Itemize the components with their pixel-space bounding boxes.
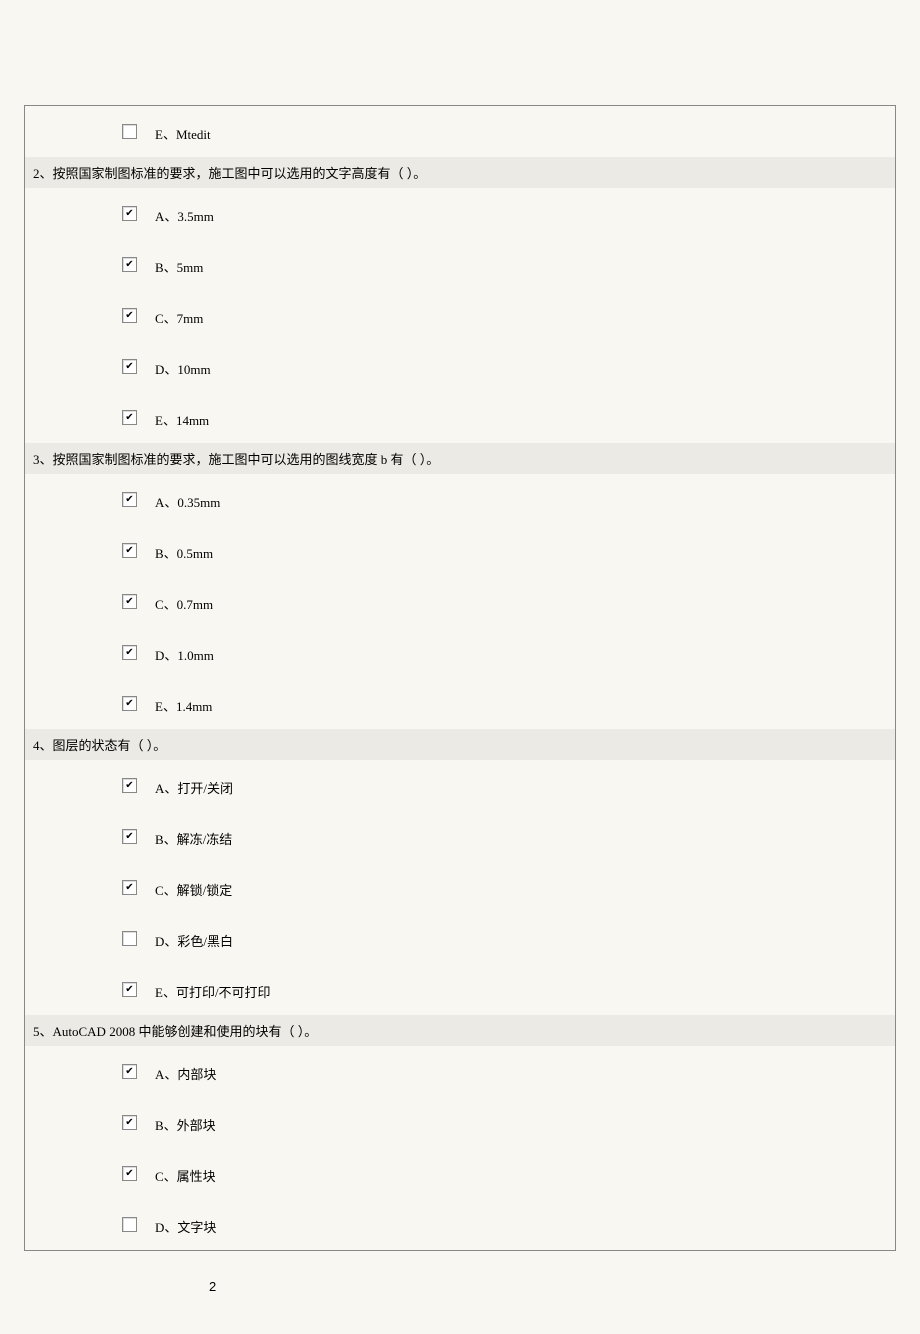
option-row: E、Mtedit: [25, 106, 895, 157]
option-row: E、14mm: [25, 392, 895, 443]
option-row: C、7mm: [25, 290, 895, 341]
option-row: C、0.7mm: [25, 576, 895, 627]
option-row: A、3.5mm: [25, 188, 895, 239]
option-row: C、属性块: [25, 1148, 895, 1199]
option-label: A、3.5mm: [155, 202, 214, 225]
checkbox[interactable]: [122, 594, 137, 609]
page-container: E、Mtedit 2、按照国家制图标准的要求，施工图中可以选用的文字高度有（ ）…: [0, 0, 920, 1334]
checkbox[interactable]: [122, 696, 137, 711]
option-label: E、可打印/不可打印: [155, 978, 271, 1001]
option-label: A、内部块: [155, 1060, 216, 1083]
option-row: C、解锁/锁定: [25, 862, 895, 913]
option-label: E、Mtedit: [155, 120, 211, 143]
question-text: 5、AutoCAD 2008 中能够创建和使用的块有（ ）。: [25, 1015, 895, 1046]
option-row: D、1.0mm: [25, 627, 895, 678]
question-text: 4、图层的状态有（ ）。: [25, 729, 895, 760]
option-label: E、1.4mm: [155, 692, 212, 715]
option-row: D、10mm: [25, 341, 895, 392]
checkbox[interactable]: [122, 645, 137, 660]
checkbox[interactable]: [122, 359, 137, 374]
checkbox[interactable]: [122, 1115, 137, 1130]
question-text: 3、按照国家制图标准的要求，施工图中可以选用的图线宽度 b 有（ ）。: [25, 443, 895, 474]
option-label: A、0.35mm: [155, 488, 220, 511]
option-row: B、0.5mm: [25, 525, 895, 576]
checkbox[interactable]: [122, 492, 137, 507]
option-label: D、彩色/黑白: [155, 927, 233, 950]
checkbox[interactable]: [122, 1166, 137, 1181]
option-label: C、属性块: [155, 1162, 216, 1185]
checkbox[interactable]: [122, 543, 137, 558]
checkbox[interactable]: [122, 880, 137, 895]
option-label: C、7mm: [155, 304, 203, 327]
option-label: D、文字块: [155, 1213, 216, 1236]
option-label: C、0.7mm: [155, 590, 213, 613]
option-label: A、打开/关闭: [155, 774, 233, 797]
option-row: D、文字块: [25, 1199, 895, 1250]
option-label: D、1.0mm: [155, 641, 214, 664]
checkbox[interactable]: [122, 931, 137, 946]
option-label: B、5mm: [155, 253, 203, 276]
checkbox[interactable]: [122, 829, 137, 844]
checkbox[interactable]: [122, 982, 137, 997]
checkbox-cell: [25, 124, 155, 139]
option-row: B、5mm: [25, 239, 895, 290]
option-row: E、可打印/不可打印: [25, 964, 895, 1015]
option-label: B、解冻/冻结: [155, 825, 232, 848]
option-row: A、内部块: [25, 1046, 895, 1097]
option-label: B、0.5mm: [155, 539, 213, 562]
checkbox[interactable]: [122, 124, 137, 139]
checkbox[interactable]: [122, 778, 137, 793]
option-label: E、14mm: [155, 406, 209, 429]
checkbox[interactable]: [122, 257, 137, 272]
option-label: C、解锁/锁定: [155, 876, 232, 899]
checkbox[interactable]: [122, 1217, 137, 1232]
option-row: B、外部块: [25, 1097, 895, 1148]
checkbox[interactable]: [122, 410, 137, 425]
option-label: B、外部块: [155, 1111, 216, 1134]
question-text: 2、按照国家制图标准的要求，施工图中可以选用的文字高度有（ ）。: [25, 157, 895, 188]
option-row: E、1.4mm: [25, 678, 895, 729]
option-row: B、解冻/冻结: [25, 811, 895, 862]
page-number: 2: [24, 1251, 896, 1294]
form-sheet: E、Mtedit 2、按照国家制图标准的要求，施工图中可以选用的文字高度有（ ）…: [24, 105, 896, 1251]
option-row: A、0.35mm: [25, 474, 895, 525]
option-row: A、打开/关闭: [25, 760, 895, 811]
checkbox[interactable]: [122, 206, 137, 221]
option-label: D、10mm: [155, 355, 211, 378]
checkbox[interactable]: [122, 1064, 137, 1079]
option-row: D、彩色/黑白: [25, 913, 895, 964]
checkbox[interactable]: [122, 308, 137, 323]
